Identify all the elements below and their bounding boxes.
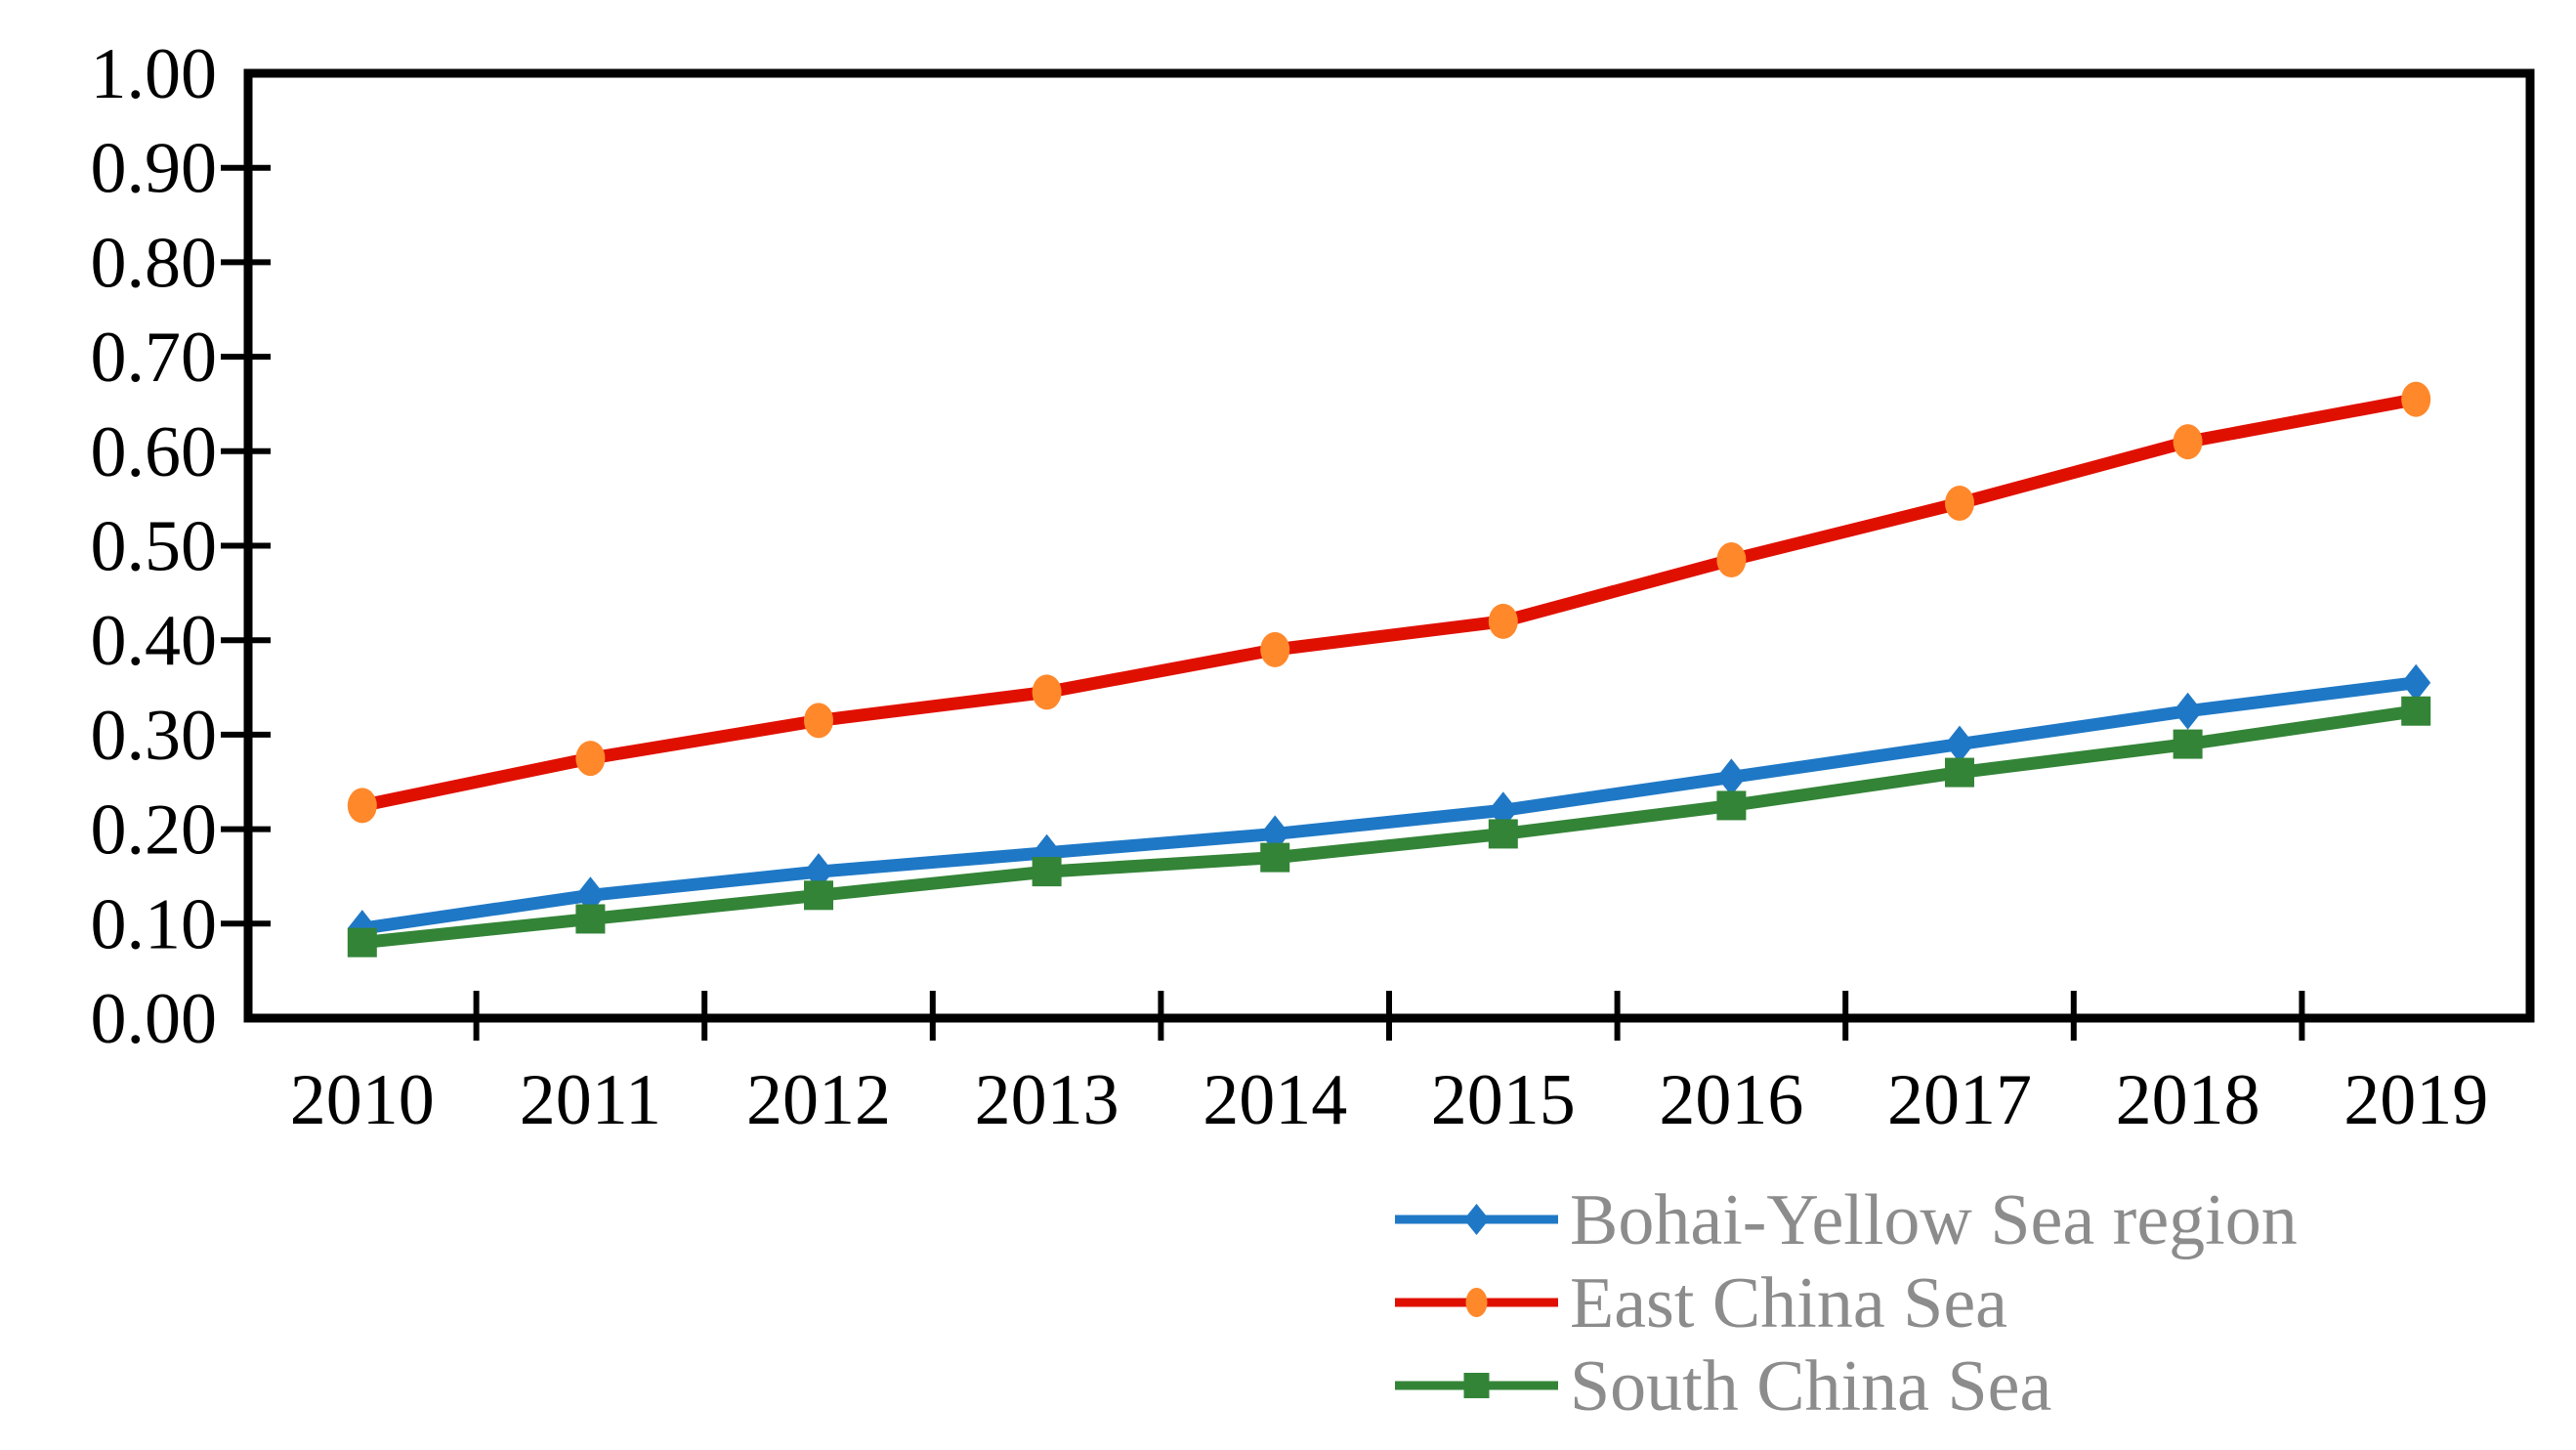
data-point-marker: [2173, 692, 2203, 730]
y-tick-label: 0.10: [91, 884, 218, 964]
data-point-marker: [2401, 696, 2431, 726]
x-tick-label: 2012: [746, 1060, 891, 1140]
data-point-marker: [2173, 424, 2203, 460]
series-bohai-yellow-sea-region: [347, 663, 2431, 948]
legend-marker-square: [1463, 1373, 1490, 1398]
legend-item: South China Sea: [1395, 1346, 2051, 1427]
y-tick-label: 0.70: [91, 318, 218, 398]
data-point-marker: [1945, 725, 1974, 763]
data-point-marker: [1032, 674, 1062, 710]
data-point-marker: [1716, 790, 1747, 821]
series-line: [361, 704, 2418, 950]
data-point-marker: [2173, 729, 2203, 759]
data-point-marker: [2401, 381, 2431, 417]
legend-label: Bohai-Yellow Sea region: [1570, 1180, 2298, 1260]
data-point-marker: [1945, 757, 1974, 788]
data-point-marker: [1032, 857, 1062, 887]
data-point-marker: [575, 741, 606, 777]
y-tick-label: 0.20: [91, 790, 218, 871]
legend-label: East China Sea: [1570, 1263, 2007, 1343]
series-line: [360, 676, 2418, 935]
x-tick-label: 2015: [1431, 1060, 1576, 1140]
legend-item: Bohai-Yellow Sea region: [1395, 1180, 2298, 1260]
data-point-marker: [1945, 485, 1974, 521]
y-tick-label: 0.40: [91, 601, 218, 681]
x-tick-label: 2010: [290, 1060, 435, 1140]
x-tick-label: 2014: [1203, 1060, 1347, 1140]
y-tick-label: 0.80: [91, 223, 218, 303]
y-tick-label: 1.00: [91, 34, 218, 114]
y-tick-label: 0.50: [91, 507, 218, 587]
x-tick-label: 2013: [975, 1060, 1119, 1140]
data-point-marker: [1488, 603, 1518, 639]
plot-area: 0.00 0.10 0.20 0.30 0.40 0.50 0.60 0.70 0.80 0.90…: [91, 34, 2535, 1140]
series-south-china-sea: [347, 696, 2431, 958]
data-point-marker: [575, 904, 606, 934]
data-point-marker: [347, 788, 377, 824]
data-point-marker: [1260, 631, 1290, 667]
legend-item: East China Sea: [1395, 1263, 2007, 1343]
legend-label: South China Sea: [1570, 1346, 2051, 1427]
data-point-marker: [804, 703, 833, 739]
x-tick-label: 2016: [1659, 1060, 1803, 1140]
data-point-marker: [1716, 758, 1747, 796]
legend-marker-circle: [1465, 1288, 1488, 1317]
x-tick-label: 2017: [1887, 1060, 2032, 1140]
legend-marker-diamond: [1463, 1204, 1490, 1235]
data-point-marker: [347, 927, 377, 958]
series-line: [360, 393, 2418, 812]
series-east-china-sea: [347, 381, 2431, 824]
y-tick-label: 0.00: [91, 979, 218, 1059]
data-point-marker: [1260, 842, 1290, 873]
x-tick-label: 2019: [2344, 1060, 2488, 1140]
plot-frame: [243, 68, 2535, 1023]
data-point-marker: [2401, 663, 2431, 702]
y-tick-label: 0.90: [91, 129, 218, 209]
data-point-marker: [1716, 542, 1747, 578]
x-tick-label: 2018: [2116, 1060, 2260, 1140]
data-point-marker: [1488, 819, 1518, 849]
y-tick-label: 0.60: [91, 412, 218, 492]
y-tick-label: 0.30: [91, 696, 218, 776]
data-point-marker: [804, 880, 833, 911]
x-tick-label: 2011: [520, 1060, 661, 1140]
